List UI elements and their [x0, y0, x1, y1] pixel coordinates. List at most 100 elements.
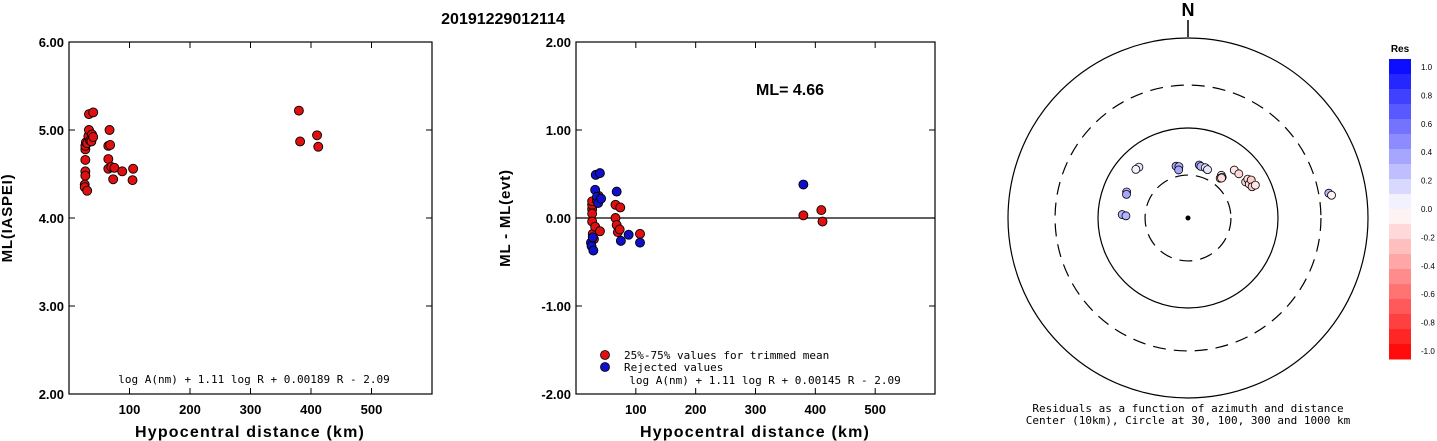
data-point [614, 224, 625, 235]
data-point [587, 232, 598, 243]
colorbar-cell [1389, 194, 1411, 210]
legend-label-rejected: Rejected values [624, 361, 723, 374]
caption-line-2: Center (10km), Circle at 30, 100, 300 an… [1026, 414, 1351, 427]
data-point [615, 202, 626, 213]
ring-30km [1144, 174, 1232, 262]
data-point [295, 136, 306, 147]
y-tick-label: 6.00 [39, 35, 64, 50]
colorbar-cell [1389, 224, 1411, 240]
colorbar-cell [1389, 164, 1411, 180]
colorbar-cell [1389, 134, 1411, 150]
data-point [588, 245, 599, 256]
data-points [79, 105, 324, 196]
data-point [798, 179, 809, 190]
plot-frame [68, 41, 433, 395]
station-point [1234, 169, 1244, 179]
station-point [1174, 165, 1184, 175]
legend-marker-trimmed [600, 350, 610, 360]
colorbar-tick-label: 0.2 [1421, 177, 1433, 186]
distance-rings [1007, 37, 1369, 399]
data-point [293, 105, 304, 116]
data-point [611, 186, 622, 197]
x-tick-label: 200 [179, 402, 201, 417]
colorbar-tick-label: -0.8 [1421, 319, 1435, 328]
colorbar-cell [1389, 179, 1411, 195]
data-point [127, 175, 138, 186]
legend-label-trimmed: 25%-75% values for trimmed mean [624, 349, 829, 362]
data-point [108, 174, 119, 185]
x-tick-label: 100 [625, 402, 647, 417]
y-tick-label: -1.00 [541, 299, 571, 314]
colorbar-cell [1389, 284, 1411, 300]
ring-300km [1054, 84, 1322, 352]
data-point [117, 166, 128, 177]
colorbar-tick-label: -0.6 [1421, 290, 1435, 299]
colorbar-cells [1389, 59, 1411, 360]
colorbar-tick-label: 0.0 [1421, 205, 1433, 214]
station-point [1203, 165, 1212, 175]
colorbar-cell [1389, 269, 1411, 285]
station-point [1327, 190, 1336, 200]
data-point [313, 141, 324, 152]
x-tick-label: 400 [804, 402, 826, 417]
colorbar-title: Res [1391, 44, 1410, 55]
ml-annotation: ML= 4.66 [756, 82, 824, 99]
station-point [1122, 189, 1131, 199]
legend-marker-rejected [600, 362, 610, 372]
data-point [82, 185, 93, 196]
x-tick-labels: 100 200 300 400 500 [119, 42, 382, 417]
north-label: N [1182, 0, 1195, 20]
data-point [798, 210, 809, 221]
y-tick-labels: 2.00 3.00 4.00 5.00 6.00 [39, 35, 432, 402]
x-axis-label: Hypocentral distance (km) [640, 424, 870, 441]
station-point [1131, 164, 1141, 174]
residual-colorbar: Res 1.0 0.8 0.6 0.4 0.2 0.0 -0.2 -0.4 -0.6 -0.8 -1… [1389, 44, 1435, 360]
colorbar-cell [1389, 119, 1411, 135]
x-tick-label: 400 [300, 402, 322, 417]
y-tick-label: 5.00 [39, 123, 64, 138]
data-point [88, 107, 99, 118]
colorbar-cell [1389, 104, 1411, 120]
colorbar-cell [1389, 344, 1411, 360]
y-axis-label: ML - ML(evt) [497, 169, 514, 267]
residual-vs-distance-chart: -2.00 -1.00 0.00 1.00 2.00 100 200 300 400 500 M… [497, 35, 936, 441]
ring-100km [1097, 127, 1279, 309]
colorbar-tick-label: -1.0 [1421, 347, 1435, 356]
y-tick-label: 2.00 [546, 35, 571, 50]
station-points [1117, 160, 1336, 221]
data-point [816, 205, 827, 216]
colorbar-cell [1389, 209, 1411, 225]
colorbar-cell [1389, 149, 1411, 165]
colorbar-tick-label: 1.0 [1421, 63, 1433, 72]
data-point [105, 140, 116, 150]
y-tick-label: 4.00 [39, 211, 64, 226]
formula-label: log A(nm) + 1.11 log R + 0.00189 R - 2.0… [118, 373, 390, 386]
station-point [1217, 173, 1226, 183]
colorbar-cell [1389, 329, 1411, 345]
data-point [615, 235, 626, 246]
station-point [1250, 180, 1260, 190]
ml-vs-distance-chart: 2.00 3.00 4.00 5.00 6.00 100 200 300 400 500 log… [0, 35, 433, 441]
data-point [128, 163, 139, 174]
x-tick-labels: 100 200 300 400 500 [625, 42, 886, 417]
y-axis-label: ML(IASPEI) [0, 174, 16, 263]
data-point [104, 125, 115, 135]
data-point [80, 170, 91, 181]
x-tick-label: 100 [119, 402, 141, 417]
colorbar-tick-labels: 1.0 0.8 0.6 0.4 0.2 0.0 -0.2 -0.4 -0.6 -0.8 -1.0 [1421, 63, 1435, 356]
colorbar-cell [1389, 254, 1411, 270]
data-point [635, 237, 645, 248]
colorbar-cell [1389, 239, 1411, 255]
colorbar-tick-label: -0.4 [1421, 262, 1435, 271]
data-point [817, 216, 828, 227]
x-tick-label: 200 [685, 402, 707, 417]
station-point [1121, 211, 1131, 221]
data-point [80, 154, 91, 165]
data-point [596, 193, 607, 204]
colorbar-cell [1389, 314, 1411, 330]
colorbar-cell [1389, 299, 1411, 315]
x-axis-label: Hypocentral distance (km) [135, 424, 365, 441]
colorbar-tick-label: 0.4 [1421, 148, 1433, 157]
caption-line-1: Residuals as a function of azimuth and d… [1032, 402, 1343, 415]
x-tick-label: 500 [864, 402, 886, 417]
